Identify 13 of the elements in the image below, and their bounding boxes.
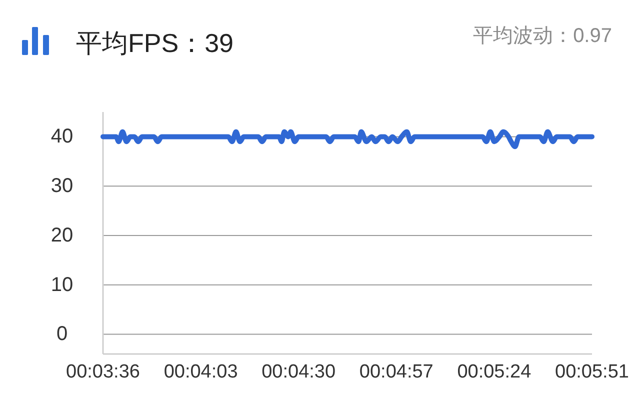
x-tick-label: 00:03:36 (66, 362, 140, 382)
x-tick-label: 00:04:03 (164, 362, 238, 382)
y-tick-label: 40 (50, 126, 74, 148)
x-tick-label: 00:04:30 (262, 362, 336, 382)
x-tick-label: 00:04:57 (359, 362, 434, 382)
x-tick-label: 00:05:51 (555, 362, 629, 382)
y-tick-label: 0 (56, 323, 68, 346)
y-tick-label: 30 (50, 175, 74, 198)
y-tick-label: 10 (50, 274, 74, 296)
x-tick-label: 00:05:24 (457, 362, 532, 382)
y-tick-label: 20 (50, 224, 74, 246)
text: 平均波动：0.97 (473, 25, 612, 47)
chart-title: 平均FPS：39 (76, 28, 234, 58)
